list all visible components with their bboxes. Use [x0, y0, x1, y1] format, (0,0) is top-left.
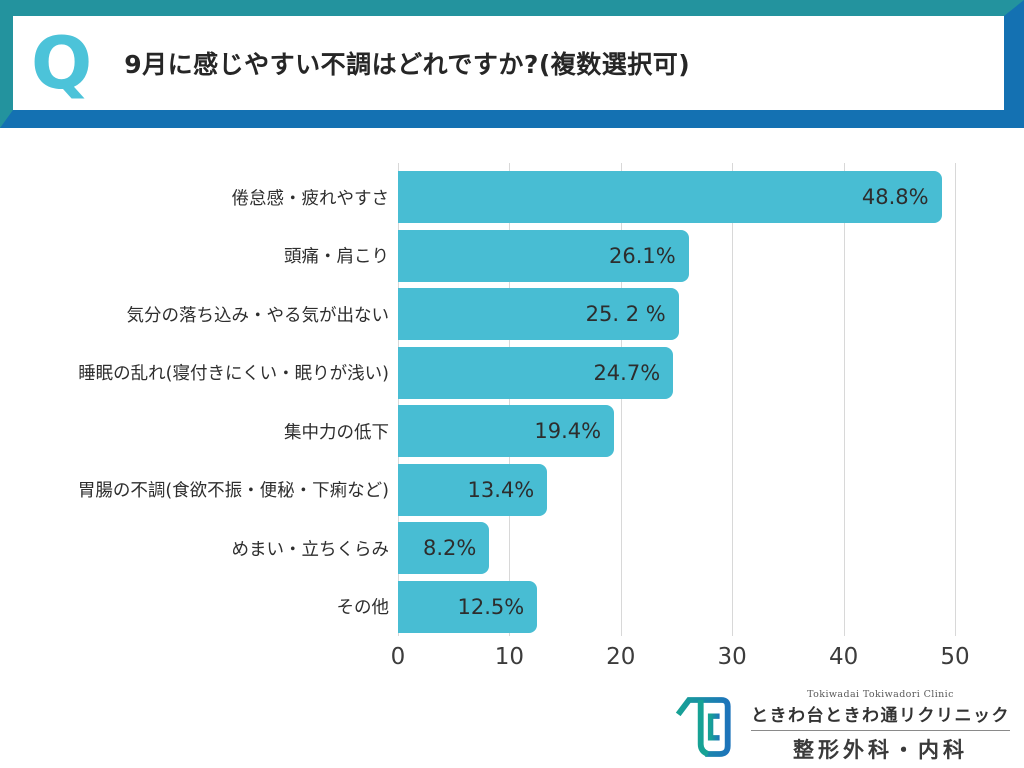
logo-divider	[751, 730, 1010, 731]
bar-row: 25. 2 %	[398, 285, 955, 344]
gridline	[620, 163, 622, 636]
bar: 19.4%	[398, 405, 615, 458]
axis-tick-label: 40	[828, 644, 859, 670]
bar-row: 12.5%	[398, 578, 955, 637]
gridline	[509, 163, 511, 636]
gridline	[398, 163, 399, 636]
category-label: 気分の落ち込み・やる気が出ない	[126, 305, 390, 326]
question-title: 9月に感じやすい不調はどれですか?(複数選択可)	[124, 50, 691, 79]
bar: 24.7%	[398, 346, 674, 399]
bar-row: 13.4%	[398, 461, 955, 520]
axis-tick-label: 0	[390, 644, 406, 670]
category-label: 睡眠の乱れ(寝付きにくい・眠りが浅い)	[78, 364, 389, 385]
bar: 25. 2 %	[398, 288, 679, 341]
value-label: 24.7%	[593, 360, 661, 385]
bar-row: 8.2%	[398, 519, 955, 578]
category-label: 倦怠感・疲れやすさ	[231, 188, 390, 209]
gridline	[843, 163, 845, 636]
bar-row: 26.1%	[398, 227, 955, 286]
gridline	[955, 163, 956, 636]
clinic-name-ja: ときわ台ときわ通リクリニック	[751, 706, 1010, 726]
value-label: 8.2%	[422, 536, 477, 561]
bar: 13.4%	[398, 463, 548, 516]
value-label: 26.1%	[609, 243, 676, 268]
value-label: 12.5%	[457, 594, 525, 619]
category-label: その他	[336, 598, 390, 619]
chart-track-column: 48.8% 26.1% 25. 2 % 24.7% 19.4% 13.4% 8.2% 12.5…	[391, 163, 970, 678]
category-label: めまい・立ちくらみ	[231, 539, 390, 560]
q-icon: Q	[31, 20, 92, 105]
axis-tick-label: 20	[606, 644, 636, 670]
bar-row: 48.8%	[398, 168, 955, 227]
axis-tick-label: 30	[717, 644, 747, 670]
clinic-logo-text: Tokiwadai Tokiwadori Clinic ときわ台ときわ通リクリニ…	[751, 689, 1010, 764]
clinic-logo-icon	[671, 691, 743, 763]
bar: 48.8%	[398, 171, 942, 224]
bar-row: 19.4%	[398, 402, 955, 461]
value-label: 25. 2 %	[585, 302, 666, 327]
clinic-name-en: Tokiwadai Tokiwadori Clinic	[807, 689, 954, 700]
clinic-logo: Tokiwadai Tokiwadori Clinic ときわ台ときわ通リクリニ…	[671, 689, 1010, 764]
bar: 26.1%	[398, 229, 689, 282]
bar-chart: 倦怠感・疲れやすさ頭痛・肩こり気分の落ち込み・やる気が出ない睡眠の乱れ(寝付きに…	[24, 163, 970, 678]
bar: 8.2%	[398, 522, 490, 575]
category-label: 頭痛・肩こり	[284, 247, 389, 268]
category-labels: 倦怠感・疲れやすさ頭痛・肩こり気分の落ち込み・やる気が出ない睡眠の乱れ(寝付きに…	[24, 168, 398, 678]
clinic-departments: 整形外科・内科	[793, 737, 968, 762]
axis-tick-label: 10	[494, 644, 525, 670]
value-label: 19.4%	[534, 419, 602, 444]
bar: 12.5%	[398, 580, 538, 633]
question-header: Q 9月に感じやすい不調はどれですか?(複数選択可)	[0, 0, 1024, 128]
category-label: 集中力の低下	[284, 422, 389, 443]
category-label: 胃腸の不調(食欲不振・便秘・下痢など)	[77, 481, 389, 502]
x-axis: 0 10 20 30 40 50	[391, 636, 970, 678]
value-label: 48.8%	[861, 185, 929, 210]
plot-area: 48.8% 26.1% 25. 2 % 24.7% 19.4% 13.4% 8.2% 12.5…	[398, 163, 956, 637]
bar-row: 24.7%	[398, 344, 955, 403]
axis-tick-label: 50	[940, 644, 970, 670]
value-label: 13.4%	[467, 477, 535, 502]
gridline	[732, 163, 734, 636]
